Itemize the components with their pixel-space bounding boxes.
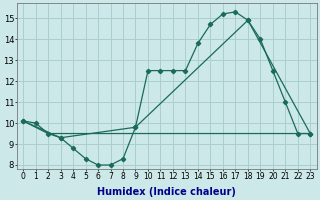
X-axis label: Humidex (Indice chaleur): Humidex (Indice chaleur) [97,187,236,197]
